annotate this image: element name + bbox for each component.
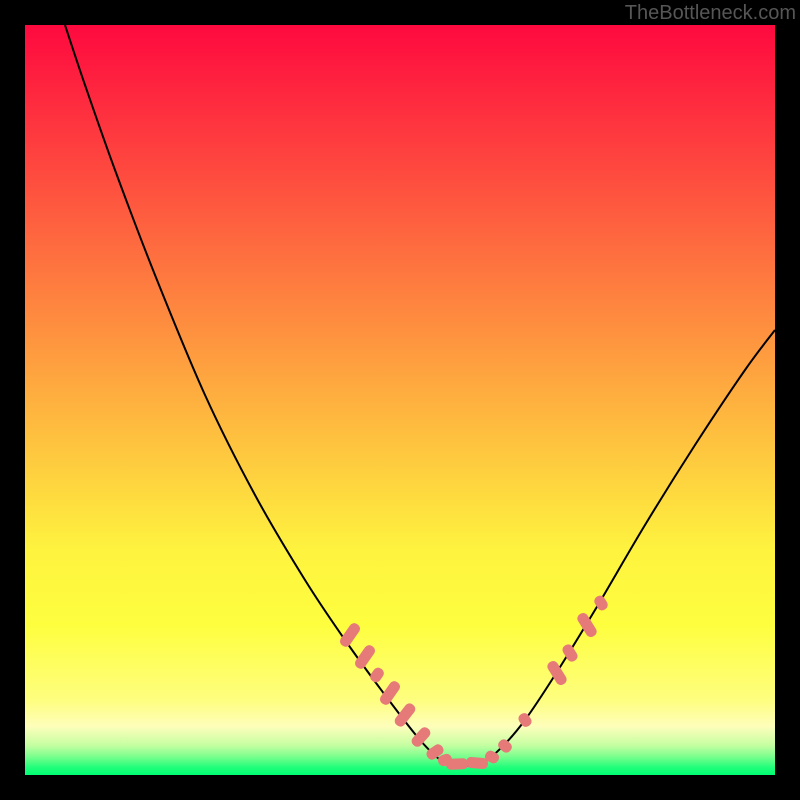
- curve-marker: [393, 701, 418, 728]
- curve-marker: [496, 737, 514, 754]
- curve-marker: [410, 725, 433, 749]
- watermark-text: TheBottleneck.com: [625, 2, 796, 25]
- curve-marker: [446, 758, 468, 770]
- curve-marker: [368, 666, 386, 685]
- chart-frame: TheBottleneck.com: [0, 0, 800, 800]
- plot-area: [25, 25, 775, 775]
- bottleneck-curve: [25, 25, 775, 775]
- curve-marker: [466, 757, 489, 770]
